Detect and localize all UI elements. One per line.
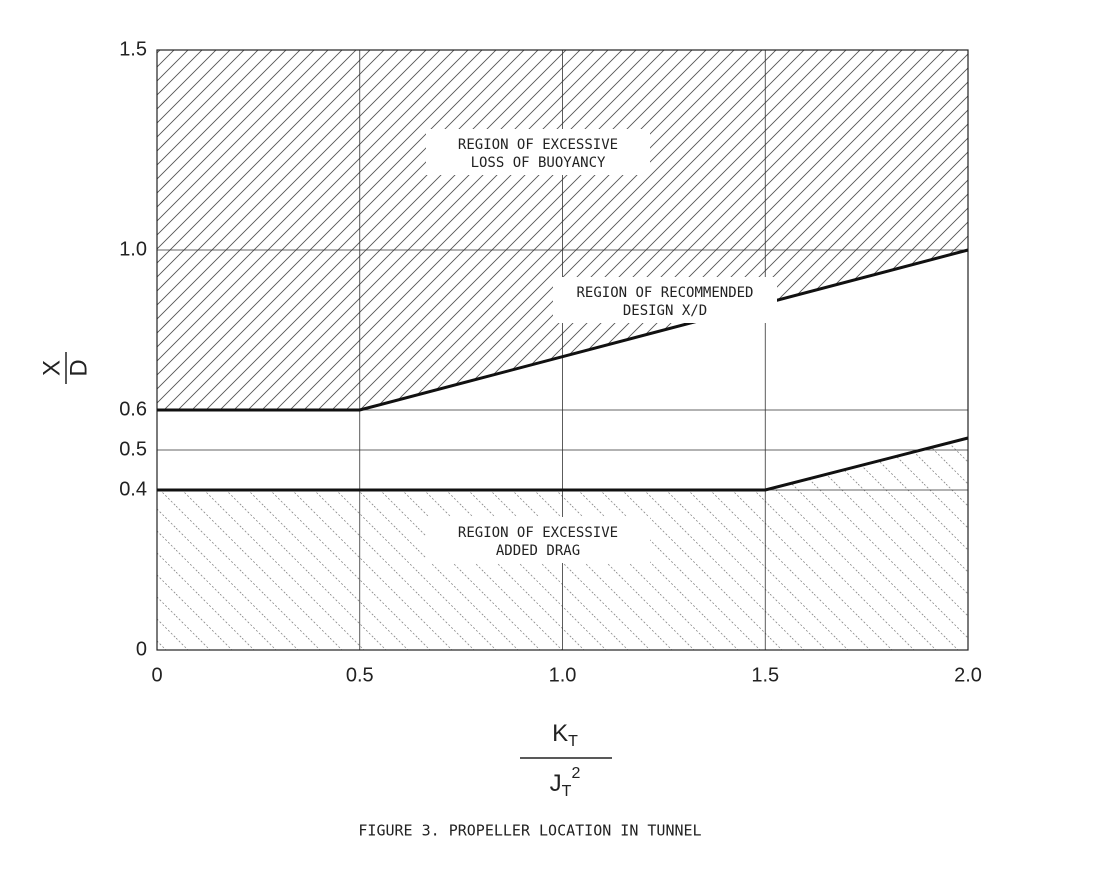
label-part: T [568,733,578,750]
annotation-background [426,517,650,563]
x-tick-label: 1.0 [549,664,577,686]
y-tick-label: 0.6 [119,398,147,420]
y-tick-label: 1.5 [119,38,147,60]
y-tick-label: 1.0 [119,238,147,260]
annotation: REGION OF RECOMMENDED [576,285,753,301]
x-tick-label: 2.0 [954,664,982,686]
x-tick-label: 0 [151,664,162,686]
annotation: REGION OF EXCESSIVE [458,137,618,153]
plot-frame [156,49,969,651]
y-label-part: X [38,360,65,376]
label-part: K [552,720,568,747]
x-tick-label: 1.5 [751,664,779,686]
x-axis-label: KT [552,720,578,750]
label-part: J [550,770,562,797]
label-part: T [562,783,572,800]
annotation: ADDED DRAG [496,543,580,559]
y-tick-label: 0 [136,638,147,660]
x-axis-label: JT2 [550,765,581,800]
annotation: LOSS OF BUOYANCY [471,155,606,171]
y-tick-label: 0.5 [119,438,147,460]
y-tick-label: 0.4 [119,478,147,500]
annotation: REGION OF EXCESSIVE [458,525,618,541]
annotation-background [426,129,650,175]
caption: FIGURE 3. PROPELLER LOCATION IN TUNNEL [358,822,701,840]
annotation-background [553,277,777,323]
y-label-part: D [65,359,92,376]
boundary-line [157,436,969,492]
label-part: 2 [571,765,580,782]
x-tick-label: 0.5 [346,664,374,686]
annotation: DESIGN X/D [623,303,707,319]
